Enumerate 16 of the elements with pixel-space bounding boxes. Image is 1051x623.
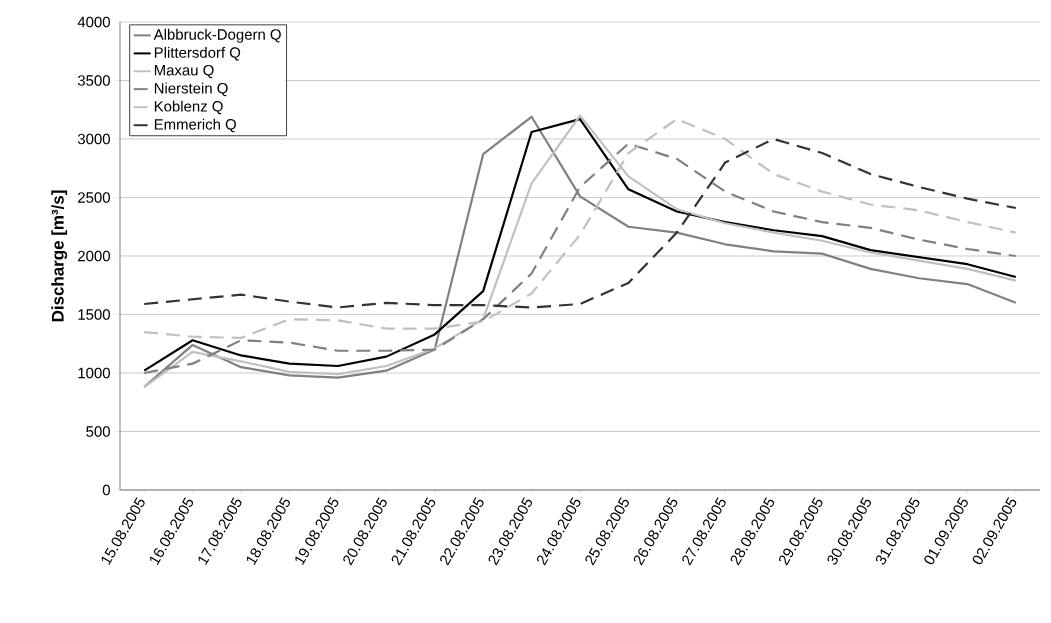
y-axis-title: Discharge [m³/s] <box>51 190 68 322</box>
y-tick-label: 4000 <box>77 16 110 28</box>
legend-label: Nierstein Q <box>154 82 228 97</box>
legend-label: Plittersdorf Q <box>154 46 241 61</box>
y-tick-label: 3500 <box>77 75 110 86</box>
y-tick-label: 2500 <box>78 192 110 203</box>
legend-label: Maxau Q <box>154 64 214 79</box>
legend-label: Albbruck-Dogern Q <box>153 28 281 43</box>
y-tick-label: 1000 <box>78 367 110 379</box>
y-tick-label: 3000 <box>77 133 110 145</box>
legend-label: Koblenz Q <box>154 100 223 115</box>
y-tick-label: 0 <box>102 484 110 496</box>
y-tick-label: 2000 <box>78 250 110 262</box>
legend-label: Emmerich Q <box>154 118 236 133</box>
y-tick-label: 1500 <box>78 309 110 320</box>
y-tick-label: 500 <box>86 426 110 437</box>
